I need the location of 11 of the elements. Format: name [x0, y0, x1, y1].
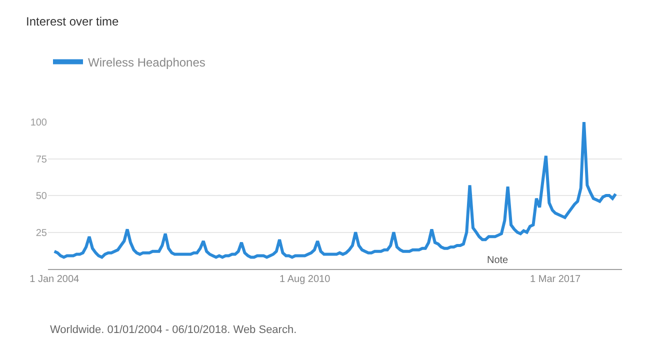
x-tick-label: 1 Aug 2010 — [280, 274, 331, 285]
legend-label: Wireless Headphones — [88, 55, 206, 70]
y-tick-label: 75 — [36, 154, 48, 166]
annotation: Note — [487, 255, 509, 266]
x-tick-label: 1 Mar 2017 — [530, 274, 582, 285]
chart-title: Interest over time — [26, 14, 120, 28]
x-tick-label: 1 Jan 2004 — [30, 274, 80, 285]
y-tick-label: 50 — [36, 191, 48, 202]
text: Worldwide. 01/01/2004 - 06/10/2018. Web Search. — [50, 324, 297, 336]
y-tick-label: 100 — [30, 118, 48, 128]
y-tick-label: 25 — [36, 228, 48, 239]
